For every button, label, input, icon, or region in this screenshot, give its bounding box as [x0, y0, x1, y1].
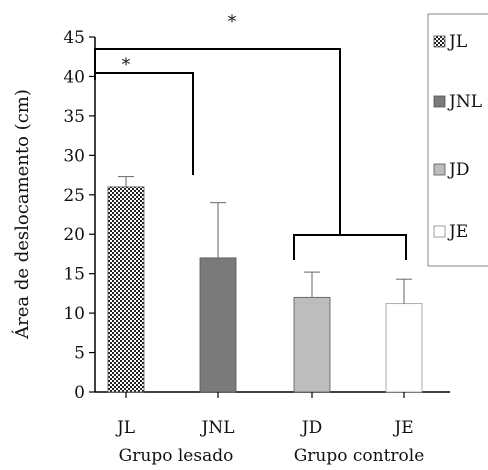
plot-area: 0 5 10 15 20 25 30 35 40 45 Área de deslocamento (… — [10, 12, 488, 466]
x-tick-label-jd: JD — [300, 418, 322, 438]
legend-label-jl: JL — [447, 32, 467, 52]
y-tick-label: 45 — [63, 28, 85, 48]
x-tick-label-je: JE — [392, 418, 413, 438]
legend-swatch-jd — [433, 163, 446, 176]
legend-label-je: JE — [447, 222, 468, 242]
y-tick-label: 30 — [63, 146, 85, 166]
y-axis-label: Área de deslocamento (cm) — [10, 89, 33, 340]
bar-jd — [293, 296, 331, 393]
group-label-lesado: Grupo lesado — [119, 446, 234, 466]
legend-box — [427, 13, 488, 267]
y-tick-label: 0 — [74, 383, 85, 403]
y-tick-label: 40 — [63, 67, 85, 87]
significance-bracket-outer — [94, 48, 341, 235]
y-tick-label: 25 — [63, 186, 85, 206]
legend-label-jd: JD — [447, 160, 469, 180]
bar-jnl — [199, 257, 237, 393]
significance-star-outer: * — [228, 12, 237, 32]
legend-label-jnl: JNL — [447, 92, 482, 112]
legend-swatch-jnl — [433, 95, 446, 108]
y-tick-label: 15 — [63, 265, 85, 285]
group-label-controle: Grupo controle — [294, 446, 425, 466]
significance-bracket-controle — [293, 234, 407, 260]
significance-star-inner: * — [122, 55, 131, 75]
x-tick-label-jnl: JNL — [200, 418, 235, 438]
y-tick-label: 20 — [63, 225, 85, 245]
significance-bracket-inner — [94, 72, 194, 175]
bar-jl — [107, 186, 145, 393]
legend-swatch-jl — [433, 35, 446, 48]
y-tick-label: 5 — [74, 344, 85, 364]
x-tick-label-jl: JL — [115, 418, 135, 438]
y-tick-label: 10 — [63, 304, 85, 324]
legend-swatch-je — [433, 225, 446, 238]
bar-je — [385, 303, 423, 393]
y-tick-label: 35 — [63, 107, 85, 127]
